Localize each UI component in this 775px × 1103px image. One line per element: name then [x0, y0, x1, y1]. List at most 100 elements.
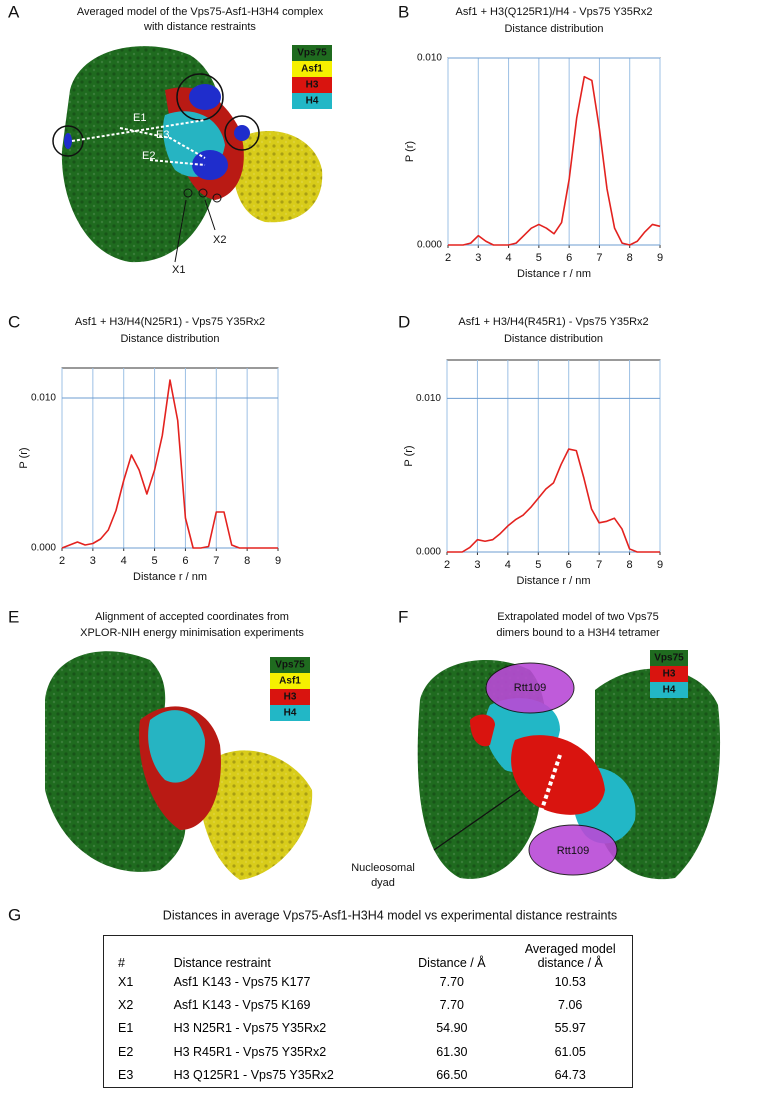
- annotation: dyad: [371, 877, 395, 889]
- table-cell: 66.50: [436, 1068, 468, 1083]
- x-tick-label: 6: [566, 252, 572, 264]
- panel-f: F Extrapolated model of two Vps75 dimers…: [351, 607, 721, 889]
- panel-letter: A: [8, 2, 20, 21]
- panel-e: E Alignment of accepted coordinates from…: [8, 607, 313, 880]
- panel-letter: F: [398, 607, 408, 626]
- panel-title: Extrapolated model of two Vps75: [497, 611, 658, 623]
- y-tick-label: 0.010: [417, 53, 442, 64]
- panel-letter: D: [398, 312, 410, 331]
- legend-label: H4: [306, 96, 319, 107]
- x-tick-label: 2: [445, 252, 451, 264]
- x-axis-label: Distance r / nm: [517, 268, 591, 280]
- panel-letter: B: [398, 2, 409, 21]
- restraint-label: E1: [133, 112, 146, 124]
- x-tick-label: 6: [566, 559, 572, 571]
- table-cell: 55.97: [554, 1021, 586, 1036]
- panel-a: A Averaged model of the Vps75-Asf1-H3H4 …: [8, 2, 332, 276]
- legend-label: H3: [663, 669, 676, 680]
- table-cell: E1: [118, 1021, 134, 1036]
- legend-label: H4: [663, 685, 676, 696]
- table-cell: X2: [118, 998, 134, 1013]
- header-row: # Distance restraint Distance / Å Averag…: [104, 936, 633, 970]
- panel-letter: E: [8, 607, 19, 626]
- restraint-label: X2: [213, 234, 226, 246]
- plot-area: [446, 359, 661, 553]
- distance-table: # Distance restraint Distance / Å Averag…: [103, 935, 633, 1088]
- chart-subtitle: Distance distribution: [504, 23, 603, 35]
- table-cell: H3 R45R1 - Vps75 Y35Rx2: [173, 1044, 327, 1059]
- x-axis-label: Distance r / nm: [517, 575, 591, 587]
- legend-label: Vps75: [654, 653, 684, 664]
- panel-subtitle: with distance restraints: [143, 21, 256, 33]
- panel-title: Alignment of accepted coordinates from: [95, 611, 289, 623]
- legend-label: H4: [284, 708, 297, 719]
- y-tick-label: 0.000: [31, 543, 56, 554]
- header-cell: Distance restraint: [173, 956, 271, 970]
- y-axis-label: P (r): [18, 447, 30, 468]
- restraint-label: E3: [156, 129, 169, 141]
- legend-label: Asf1: [301, 64, 323, 75]
- table-cell: 64.73: [554, 1068, 586, 1083]
- x-tick-label: 8: [627, 559, 633, 571]
- table-row: X1 Asf1 K143 - Vps75 K177 7.70 10.53: [104, 970, 633, 993]
- panel-letter: G: [8, 905, 21, 924]
- x-tick-label: 5: [152, 555, 158, 567]
- plot-area: [447, 57, 661, 246]
- x-tick-label: 4: [506, 252, 512, 264]
- table-row: E2 H3 R45R1 - Vps75 Y35Rx2 61.30 61.05: [104, 1040, 633, 1063]
- restraint-label: X1: [172, 264, 185, 276]
- x-tick-label: 5: [535, 559, 541, 571]
- legend: Vps75 Asf1 H3 H4: [270, 657, 310, 721]
- table-cell: 54.90: [436, 1021, 468, 1036]
- table-cell: 61.05: [554, 1044, 586, 1059]
- chart-subtitle: Distance distribution: [504, 333, 603, 345]
- table-cell: H3 N25R1 - Vps75 Y35Rx2: [173, 1021, 327, 1036]
- table-title: Distances in average Vps75-Asf1-H3H4 mod…: [163, 908, 617, 922]
- x-tick-label: 8: [244, 555, 250, 567]
- table-row: X2 Asf1 K143 - Vps75 K169 7.70 7.06: [104, 993, 633, 1016]
- molecule: [52, 46, 323, 263]
- chart-subtitle: Distance distribution: [120, 333, 219, 345]
- legend: Vps75 Asf1 H3 H4: [292, 45, 332, 109]
- header-cell: Averaged model distance / Å: [524, 942, 616, 970]
- legend-label: H3: [284, 692, 297, 703]
- x-tick-label: 7: [596, 252, 602, 264]
- x-tick-label: 4: [505, 559, 511, 571]
- chart-title: Asf1 + H3/H4(R45R1) - Vps75 Y35Rx2: [458, 316, 648, 328]
- header-cell: #: [118, 956, 125, 970]
- x-tick-label: 2: [59, 555, 65, 567]
- protein-label: Rtt109: [514, 682, 546, 694]
- x-tick-label: 7: [213, 555, 219, 567]
- table-cell: 7.70: [439, 974, 465, 989]
- panel-subtitle: dimers bound to a H3H4 tetramer: [496, 627, 660, 639]
- chart-title: Asf1 + H3/H4(N25R1) - Vps75 Y35Rx2: [75, 316, 265, 328]
- x-tick-label: 8: [627, 252, 633, 264]
- table-row: E3 H3 Q125R1 - Vps75 Y35Rx2 66.50 64.73: [104, 1064, 633, 1088]
- plot-area: [61, 367, 279, 549]
- x-tick-label: 2: [444, 559, 450, 571]
- table-cell: E2: [118, 1044, 134, 1059]
- legend-label: H3: [306, 80, 319, 91]
- protein-label: Rtt109: [557, 845, 589, 857]
- panel-subtitle: XPLOR-NIH energy minimisation experiment…: [80, 627, 304, 639]
- x-tick-label: 9: [275, 555, 281, 567]
- x-tick-label: 6: [182, 555, 188, 567]
- annotation: Nucleosomal: [351, 862, 415, 874]
- x-tick-label: 5: [536, 252, 542, 264]
- table-cell: H3 Q125R1 - Vps75 Y35Rx2: [173, 1068, 334, 1083]
- x-tick-label: 9: [657, 559, 663, 571]
- x-tick-label: 4: [121, 555, 127, 567]
- x-tick-label: 3: [475, 252, 481, 264]
- x-tick-label: 3: [90, 555, 96, 567]
- table-cell: 7.70: [439, 998, 465, 1013]
- legend-label: Asf1: [279, 676, 301, 687]
- y-tick-label: 0.000: [417, 240, 442, 251]
- y-tick-label: 0.000: [416, 547, 441, 558]
- line: [447, 448, 660, 553]
- table-cell: 10.53: [554, 974, 586, 989]
- panel-letter: C: [8, 312, 20, 331]
- y-axis-label: P (r): [403, 445, 415, 466]
- table-row: E1 H3 N25R1 - Vps75 Y35Rx2 54.90 55.97: [104, 1017, 633, 1040]
